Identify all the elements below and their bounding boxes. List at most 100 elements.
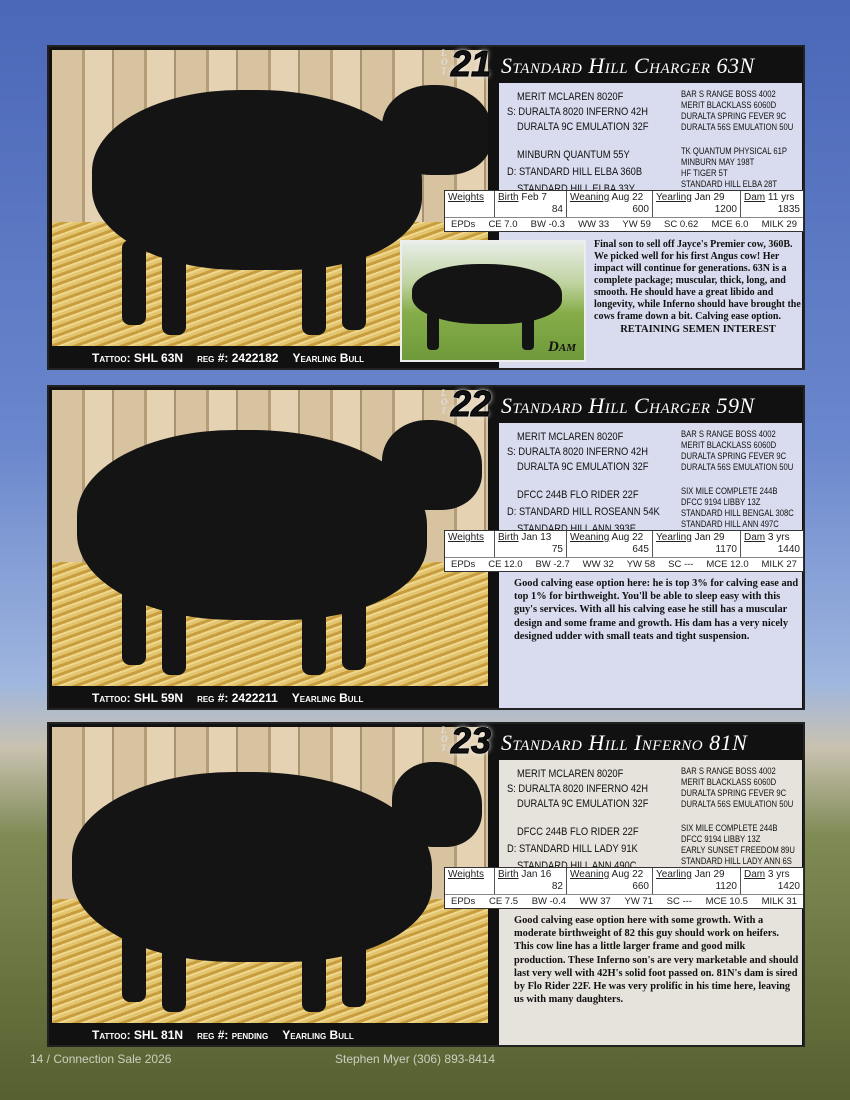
dam-ancestor: STANDARD HILL BENGAL 308C	[681, 508, 794, 518]
epd-value: CE 7.0	[488, 219, 518, 230]
epd-value: WW 33	[578, 219, 610, 230]
lot-label: LOT	[441, 725, 448, 753]
footer-contact: Stephen Myer (306) 893-8414	[335, 1052, 496, 1066]
description-block: Good calving ease option here with some …	[514, 914, 799, 1006]
lot-label: LOT	[441, 388, 448, 416]
sire-pedigree: S: DURALTA 8020 INFERNO 42H	[507, 106, 648, 118]
epd-value: SC ---	[666, 896, 692, 907]
weights-label: Weights	[448, 869, 484, 880]
animal-type: Yearling Bull	[292, 351, 365, 365]
weight-date: Jan 13	[521, 532, 552, 543]
weight-label: Dam	[744, 869, 766, 880]
epd-value: MCE 12.0	[706, 559, 749, 570]
dam-pedigree: DFCC 244B FLO RIDER 22F	[517, 826, 639, 838]
sire-pedigree: DURALTA 9C EMULATION 32F	[517, 121, 649, 133]
dam-label: Dam	[548, 339, 576, 355]
epd-value: CE 12.0	[488, 559, 523, 570]
photo-caption: Tattoo: SHL 59N reg #: 2422211 Yearling Bu…	[52, 687, 488, 708]
lot-description: Final son to sell off Jayce's Premier co…	[594, 239, 801, 322]
weight-date: Feb 7	[521, 192, 547, 203]
weight-date: Aug 22	[611, 532, 644, 543]
sire-pedigree: MERIT MCLAREN 8020F	[517, 431, 624, 443]
lot-number: 23	[450, 720, 492, 762]
epd-value: WW 37	[579, 896, 611, 907]
registration-number: reg #: 2422182	[197, 351, 279, 365]
epd-value: EPDs	[451, 896, 476, 907]
dam-ancestor: STANDARD HILL LADY ANN 6S	[681, 856, 792, 866]
lot-description: Good calving ease option here with some …	[514, 915, 799, 1006]
lot-title: Standard Hill Inferno 81N	[501, 730, 748, 755]
weight-label: Birth	[498, 532, 519, 543]
epd-value: BW -2.7	[535, 559, 570, 570]
epd-value: SC 0.62	[664, 219, 699, 230]
bull-body	[382, 420, 482, 510]
weight-date: Jan 29	[694, 532, 725, 543]
weight-value: 645	[632, 544, 649, 555]
weight-value: 1200	[714, 204, 737, 215]
weights-label: Weights	[448, 192, 484, 203]
sire-pedigree: MERIT MCLAREN 8020F	[517, 91, 624, 103]
epd-value: MCE 10.5	[705, 896, 748, 907]
weight-value: 84	[551, 204, 563, 215]
epd-value: BW -0.3	[530, 219, 565, 230]
bull-body	[382, 85, 488, 175]
bull-photo	[52, 727, 488, 1023]
weight-label: Weaning	[570, 532, 610, 543]
bull-photo	[52, 390, 488, 686]
photo-caption: Tattoo: SHL 63N reg #: 2422182 Yearling Bu…	[52, 347, 488, 368]
dam-ancestor: STANDARD HILL ELBA 28T	[681, 179, 778, 189]
weight-value: 1170	[715, 544, 737, 555]
epd-value: MCE 6.0	[711, 219, 749, 230]
weight-value: 82	[551, 881, 563, 892]
animal-type: Yearling Bull	[282, 1028, 354, 1042]
dam-pedigree: D: STANDARD HILL ELBA 360B	[507, 166, 643, 178]
sire-ancestor: DURALTA 56S EMULATION 50U	[681, 799, 794, 809]
weight-value: 1420	[777, 881, 800, 892]
dam-ancestor: SIX MILE COMPLETE 244B	[681, 823, 778, 833]
lot-title: Standard Hill Charger 63N	[501, 53, 755, 78]
bull-leg	[162, 250, 186, 335]
sire-ancestor: MERIT BLACKLASS 6060D	[681, 100, 777, 110]
lot-panel-22: Tattoo: SHL 59N reg #: 2422211 Yearling Bu…	[47, 383, 805, 710]
epd-value: YW 71	[624, 896, 653, 907]
epd-value: EPDs	[451, 559, 476, 570]
dam-ancestor: MINBURN MAY 198T	[681, 157, 755, 167]
dam-ancestor: EARLY SUNSET FREEDOM 89U	[681, 845, 795, 855]
lot-number: 21	[450, 43, 492, 85]
lot-description: Good calving ease option here: he is top…	[514, 578, 799, 642]
semen-note: RETAINING SEMEN INTEREST	[620, 324, 776, 335]
bull-leg	[342, 585, 366, 670]
animal-type: Yearling Bull	[291, 691, 364, 705]
epd-value: EPDs	[451, 219, 476, 230]
sire-ancestor: DURALTA SPRING FEVER 9C	[681, 451, 787, 461]
weight-value: 600	[632, 204, 649, 215]
weight-value: 660	[632, 881, 649, 892]
weights-epd-table: Weights Birth Jan 13 75 Weaning Aug 22 645 Ye…	[444, 530, 804, 572]
weight-date: Jan 16	[521, 869, 552, 880]
tattoo: Tattoo: SHL 59N	[92, 691, 184, 705]
epd-value: MILK 29	[761, 219, 797, 230]
sire-pedigree: DURALTA 9C EMULATION 32F	[517, 798, 649, 810]
lot-number: 22	[450, 383, 492, 425]
dam-ancestor: TK QUANTUM PHYSICAL 61P	[681, 146, 787, 156]
sire-ancestor: BAR S RANGE BOSS 4002	[681, 766, 776, 776]
dam-ancestor: HF TIGER 5T	[681, 168, 728, 178]
weight-label: Birth	[498, 192, 519, 203]
weight-date: 3 yrs	[767, 869, 790, 880]
lot-header: LOT 21 Standard Hill Charger 63N	[441, 43, 803, 85]
epd-value: BW -0.4	[531, 896, 566, 907]
bull-leg	[342, 245, 366, 330]
weight-label: Weaning	[570, 192, 610, 203]
bull-leg	[122, 240, 146, 325]
dam-pedigree: MINBURN QUANTUM 55Y	[517, 149, 630, 161]
sire-pedigree: MERIT MCLAREN 8020F	[517, 768, 624, 780]
weight-label: Yearling	[656, 869, 692, 880]
sire-ancestor: BAR S RANGE BOSS 4002	[681, 429, 776, 439]
epd-value: MILK 27	[761, 559, 797, 570]
sire-pedigree: DURALTA 9C EMULATION 32F	[517, 461, 649, 473]
bull-leg	[162, 590, 186, 675]
weight-date: Aug 22	[611, 192, 644, 203]
sire-ancestor: DURALTA SPRING FEVER 9C	[681, 111, 787, 121]
dam-pedigree: DFCC 244B FLO RIDER 22F	[517, 489, 639, 501]
bull-leg	[302, 927, 326, 1012]
